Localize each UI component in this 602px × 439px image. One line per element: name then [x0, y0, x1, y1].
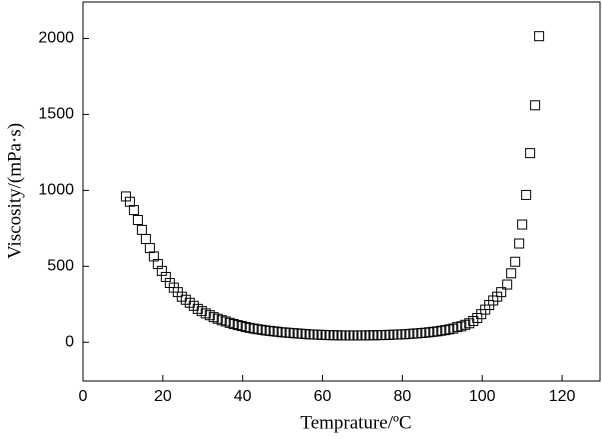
point [216, 315, 227, 326]
point [452, 322, 463, 333]
x-tick-label: 20 [154, 388, 172, 405]
point [521, 189, 532, 200]
point [240, 322, 251, 333]
point [152, 259, 163, 270]
point [502, 279, 513, 290]
y-tick-label: 1000 [38, 182, 74, 199]
plot-frame [82, 1, 601, 382]
point [232, 320, 243, 331]
x-tick-label: 60 [314, 388, 332, 405]
point [200, 308, 211, 319]
x-tick-label: 0 [79, 388, 88, 405]
x-tick-label: 40 [234, 388, 252, 405]
point [514, 238, 525, 249]
point [252, 324, 263, 335]
point [180, 294, 191, 305]
x-tick-label: 120 [549, 388, 576, 405]
point [464, 318, 475, 329]
point [144, 243, 155, 254]
point [248, 323, 259, 334]
y-tick-label: 1500 [38, 106, 74, 123]
point [224, 317, 235, 328]
point [132, 214, 143, 225]
point [236, 321, 247, 332]
point [456, 321, 467, 332]
point [432, 326, 443, 337]
point [204, 310, 215, 321]
point [448, 323, 459, 334]
point [534, 31, 545, 42]
y-tick-label: 0 [65, 333, 74, 350]
y-tick-label: 2000 [38, 30, 74, 47]
point [148, 251, 159, 262]
point [506, 268, 517, 279]
point [472, 312, 483, 323]
point [510, 256, 521, 267]
x-tick-label: 80 [393, 388, 411, 405]
point [220, 316, 231, 327]
point [444, 324, 455, 335]
point [176, 291, 187, 302]
point [244, 322, 255, 333]
point [460, 319, 471, 330]
point [156, 265, 167, 276]
point [160, 271, 171, 282]
point [128, 205, 139, 216]
point [488, 295, 499, 306]
point [136, 224, 147, 235]
point [468, 315, 479, 326]
point [120, 191, 131, 202]
point [212, 313, 223, 324]
point [228, 319, 239, 330]
point [208, 312, 219, 323]
x-axis-label: Temprature/ºC [300, 412, 411, 433]
point [184, 297, 195, 308]
point [140, 233, 151, 244]
x-tick-label: 100 [469, 388, 496, 405]
point [496, 287, 507, 298]
point [530, 100, 541, 111]
point [124, 196, 135, 207]
point [517, 219, 528, 230]
point [525, 148, 536, 159]
point [436, 325, 447, 336]
point [440, 325, 451, 336]
point [256, 324, 267, 335]
y-tick-label: 500 [47, 258, 74, 275]
y-axis-label: Viscosity/(mPa·s) [4, 123, 25, 259]
point [188, 300, 199, 311]
